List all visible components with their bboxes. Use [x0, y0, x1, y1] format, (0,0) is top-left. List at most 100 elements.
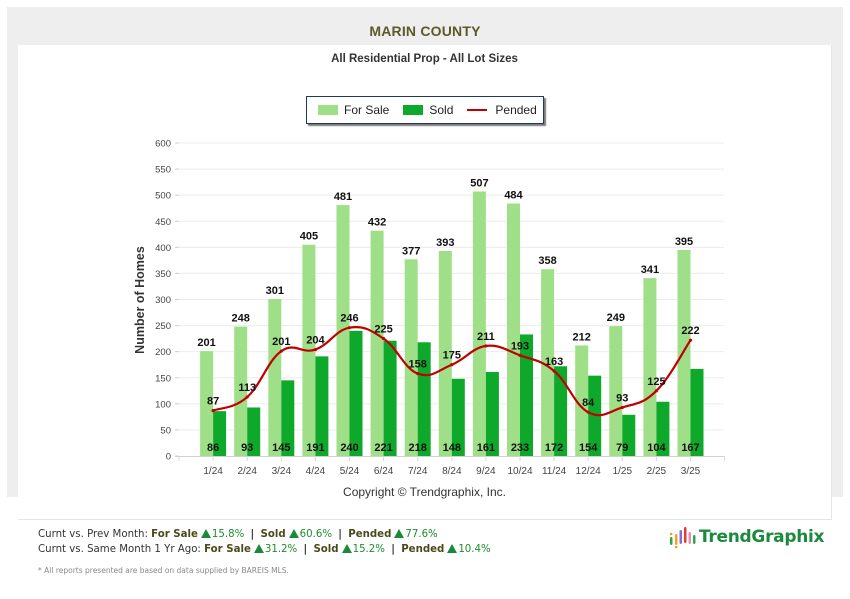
data-label-for-sale: 395 [675, 236, 693, 248]
data-label-for-sale: 249 [607, 312, 625, 324]
bar-for-sale [370, 230, 384, 456]
y-tick-label: 200 [155, 347, 171, 358]
x-tick-label: 11/24 [542, 466, 567, 477]
pended-pct: 77.6% [405, 529, 438, 540]
y-tick-label: 500 [155, 191, 171, 202]
legend-item-sold[interactable]: Sold [403, 103, 453, 117]
y-tick-label: 550 [155, 165, 171, 176]
pended-point [484, 344, 488, 348]
bar-sold [554, 366, 568, 456]
sold-label: Sold [313, 544, 339, 555]
data-label-pended: 201 [272, 336, 290, 348]
x-tick-label: 7/24 [408, 466, 428, 477]
bar-for-sale [404, 259, 418, 456]
x-tick-label: 12/24 [576, 466, 601, 477]
data-label-pended: 93 [616, 392, 628, 404]
x-tick-label: 5/24 [340, 466, 360, 477]
pended-pct: 10.4% [458, 544, 491, 555]
bar-sold [213, 411, 227, 456]
y-tick-label: 50 [160, 425, 171, 436]
data-label-for-sale: 507 [470, 178, 488, 190]
bar-sold [417, 342, 431, 456]
bar-for-sale [541, 269, 555, 456]
bar-for-sale [643, 278, 657, 456]
x-tick-label: 1/25 [613, 466, 633, 477]
data-label-for-sale: 484 [504, 190, 523, 202]
bars [200, 191, 704, 456]
y-tick-label: 250 [155, 321, 171, 332]
pended-point [416, 371, 420, 376]
data-label-for-sale: 341 [641, 264, 659, 276]
data-label-pended: 211 [477, 331, 495, 343]
separator: | [391, 544, 395, 555]
bar-for-sale [472, 191, 486, 456]
data-label-for-sale: 212 [573, 331, 591, 343]
y-tick-label: 100 [155, 399, 171, 410]
x-tick-label: 3/24 [272, 466, 292, 477]
bar-sold [690, 368, 704, 456]
data-label-for-sale: 301 [266, 285, 284, 297]
bar-for-sale [438, 250, 452, 456]
data-label-pended: 125 [647, 376, 665, 388]
y-tick-label: 350 [155, 269, 171, 280]
stats-prefix: Curnt vs. Same Month 1 Yr Ago: [38, 544, 201, 555]
legend-item-for-sale[interactable]: For Sale [318, 103, 389, 117]
bar-for-sale [609, 326, 623, 456]
data-label-for-sale: 358 [538, 255, 556, 267]
pended-point [688, 338, 693, 342]
x-tick-label: 10/24 [507, 466, 532, 477]
y-tick-label: 400 [155, 243, 171, 254]
trendgraphix-logo[interactable]: TrendGraphix [668, 525, 824, 549]
x-tick-label: 8/24 [442, 466, 462, 477]
comparison-stats: Curnt vs. Prev Month: For Sale 15.8% | So… [38, 527, 491, 557]
y-tick-label: 0 [166, 452, 171, 463]
data-label-pended: 204 [306, 335, 325, 347]
legend-label: For Sale [344, 103, 390, 117]
data-label-sold: 86 [207, 442, 219, 454]
bar-for-sale [234, 326, 248, 456]
data-label-sold: 218 [409, 442, 427, 454]
data-label-sold: 79 [616, 442, 628, 454]
bar-sold [383, 340, 397, 456]
data-label-for-sale: 405 [300, 231, 318, 243]
legend-item-pended[interactable]: Pended [467, 103, 537, 117]
data-source-footnote: * All reports presented are based on dat… [38, 566, 289, 575]
separator: | [338, 529, 342, 540]
bar-sold [281, 380, 295, 456]
data-label-pended: 193 [511, 340, 529, 352]
y-tick-label: 450 [155, 217, 171, 228]
sold-pct: 15.2% [352, 544, 385, 555]
sold-pct: 60.6% [299, 529, 333, 540]
data-label-sold: 104 [647, 442, 666, 454]
bar-for-sale [507, 203, 520, 456]
stats-row-year-ago: Curnt vs. Same Month 1 Yr Ago: For Sale 3… [38, 542, 491, 557]
x-tick-label: 4/24 [306, 466, 326, 477]
data-label-pended: 222 [681, 325, 699, 337]
up-triangle-icon [447, 544, 458, 553]
data-label-sold: 172 [545, 442, 563, 454]
data-label-pended: 225 [374, 324, 392, 336]
data-label-for-sale: 481 [334, 191, 352, 203]
data-label-for-sale: 248 [232, 313, 250, 325]
data-label-sold: 93 [241, 442, 253, 454]
sold-label: Sold [260, 529, 286, 540]
data-label-sold: 161 [477, 442, 495, 454]
for-sale-label: For Sale [204, 544, 251, 555]
pended-line [211, 326, 693, 417]
data-labels: 201 86 87 248 93 113 301 145 201 405 191 204 481 240 2… [197, 178, 699, 454]
data-label-for-sale: 432 [368, 217, 386, 229]
data-label-sold: 145 [272, 442, 290, 454]
data-label-sold: 233 [511, 442, 529, 454]
data-label-sold: 191 [306, 442, 324, 454]
pended-line-icon [467, 109, 488, 111]
up-triangle-icon [200, 529, 211, 538]
up-triangle-icon [341, 544, 352, 553]
data-label-pended: 246 [340, 313, 358, 325]
chart-legend: For Sale Sold Pended [306, 96, 544, 124]
logo-text: TrendGraphix [699, 527, 825, 547]
x-tick-label: 2/25 [647, 466, 667, 477]
legend-label: Sold [429, 103, 454, 117]
bar-for-sale [268, 298, 282, 456]
county-title: MARIN COUNTY [369, 23, 481, 39]
